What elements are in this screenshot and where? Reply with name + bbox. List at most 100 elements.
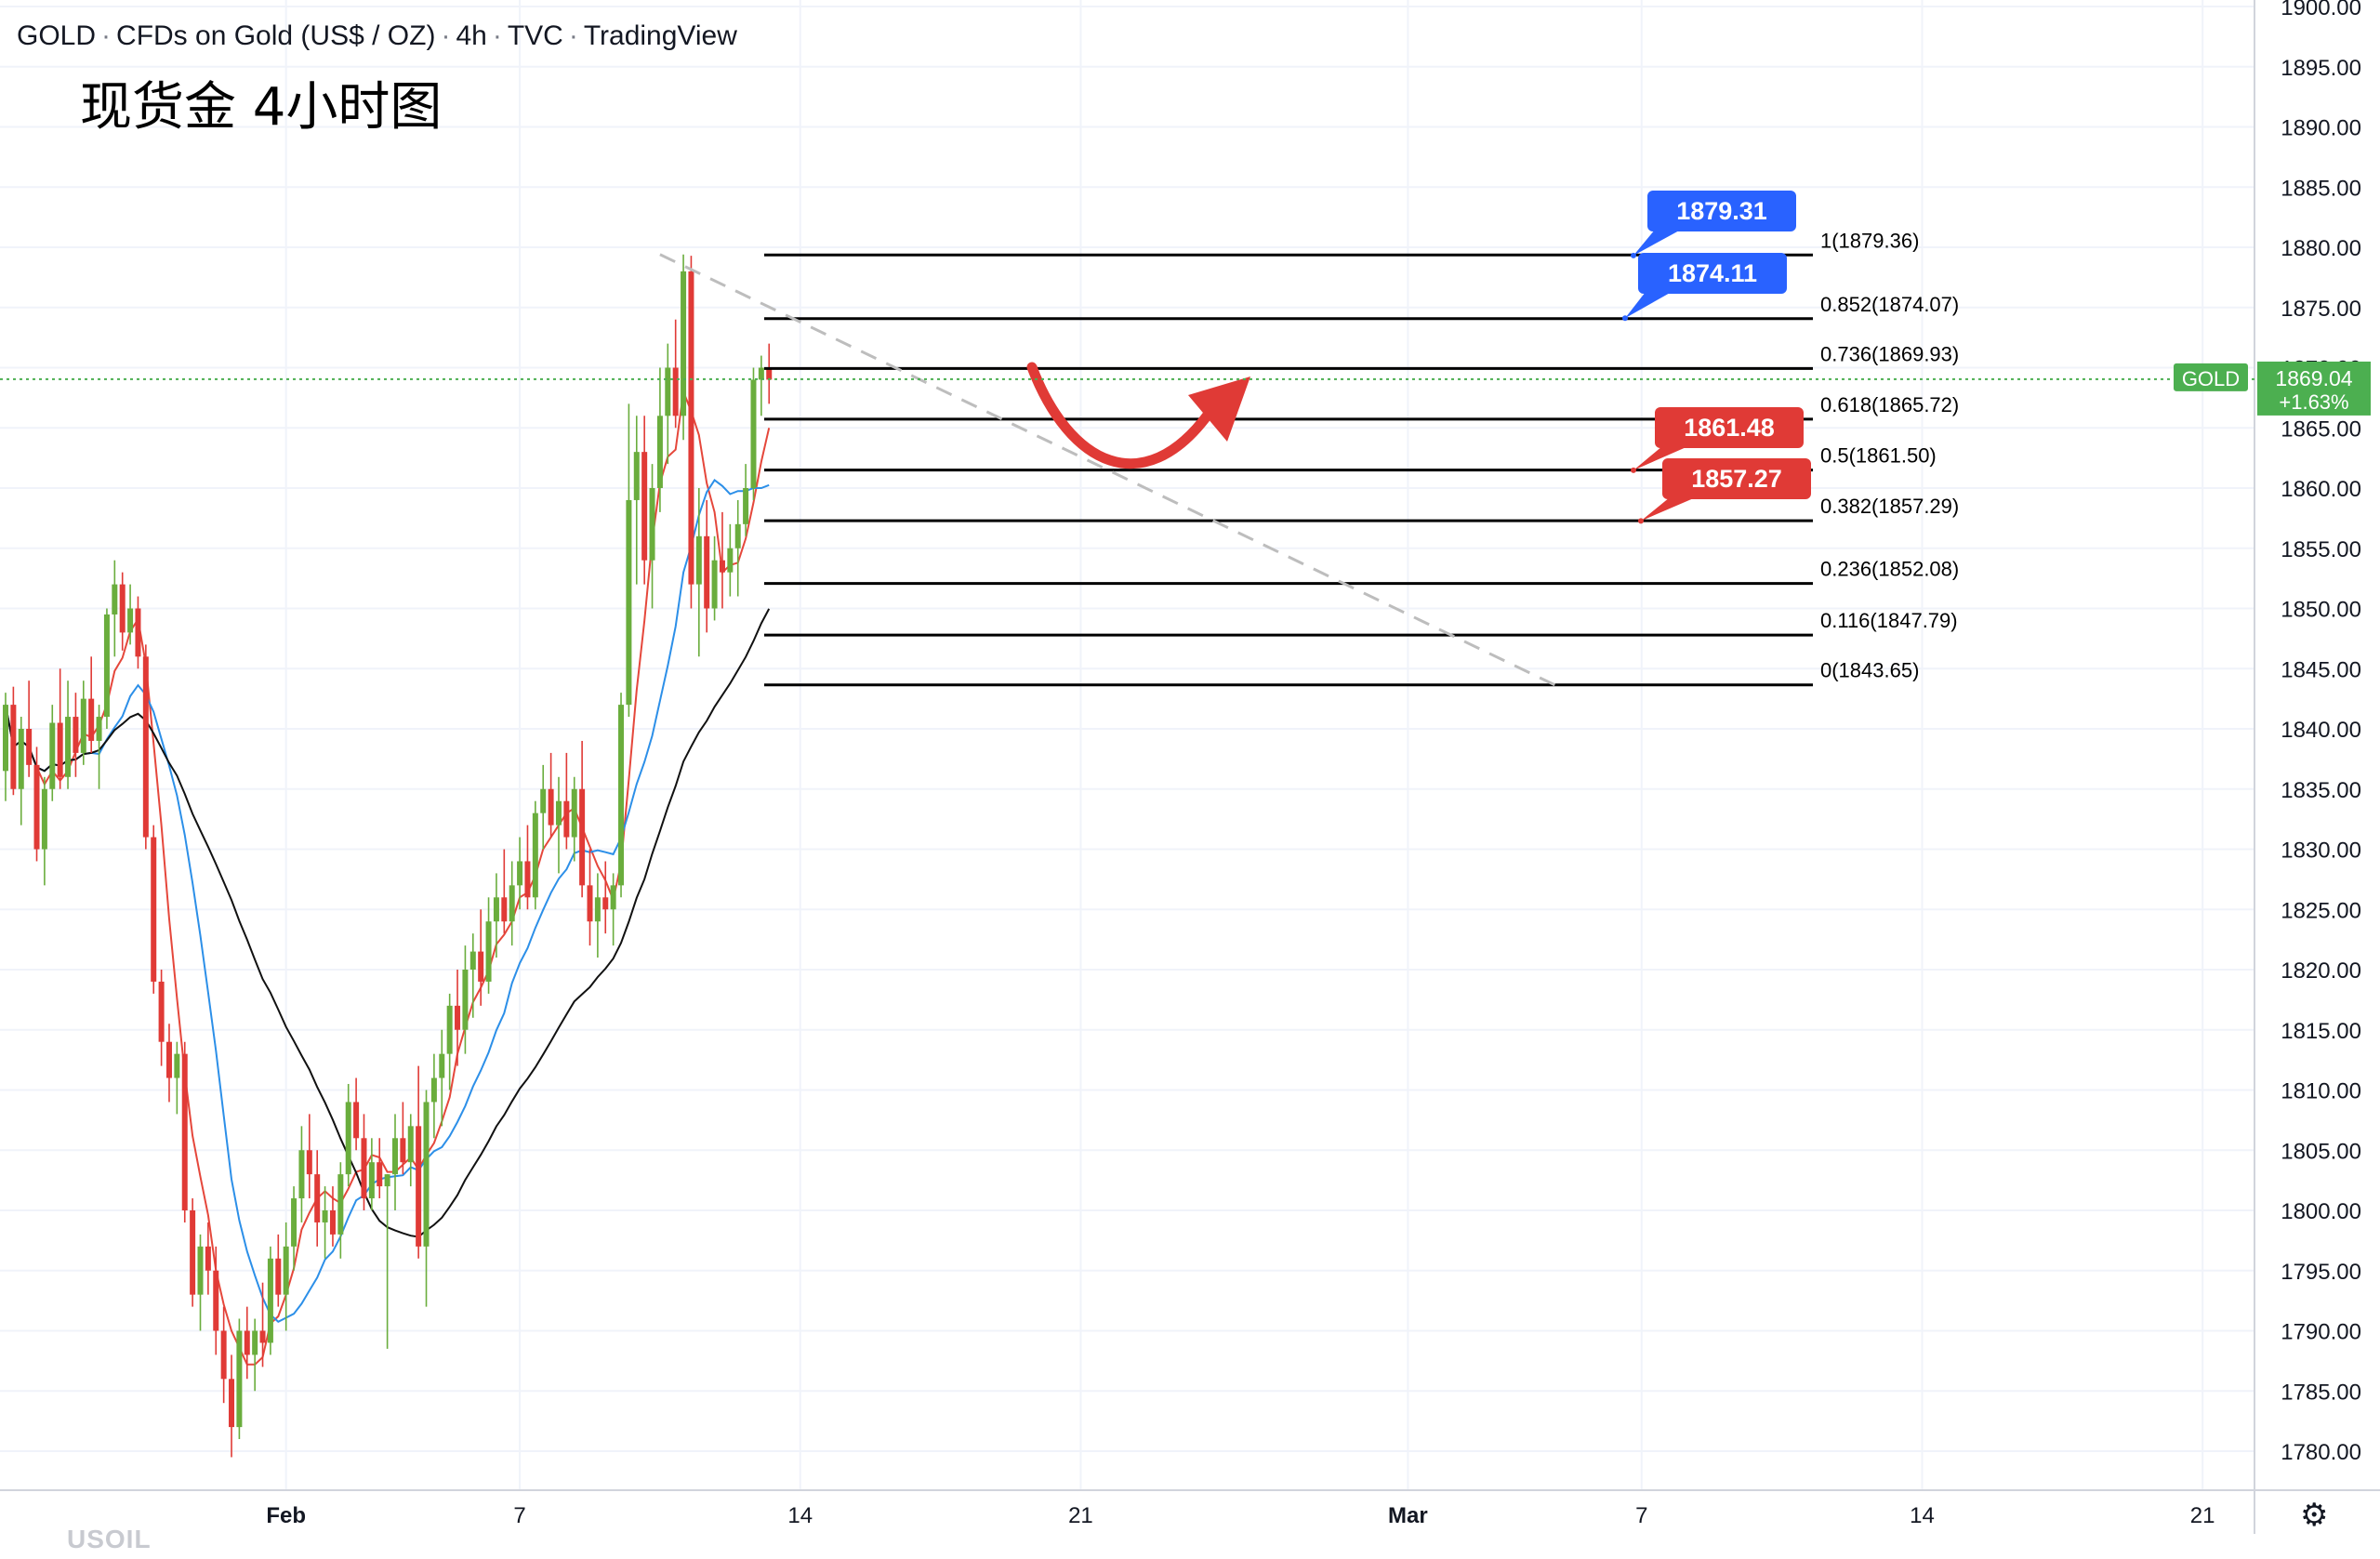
candle-body — [695, 535, 702, 585]
candle-body — [665, 367, 671, 416]
candle-body — [33, 764, 40, 850]
price-tick-label: 1790.00 — [2281, 1320, 2361, 1345]
candle-body — [579, 788, 586, 886]
candle-body — [517, 861, 523, 886]
price-tick-label: 1840.00 — [2281, 718, 2361, 743]
fib-level-label: 0.382(1857.29) — [1820, 495, 1959, 518]
price-tick-label: 1835.00 — [2281, 778, 2361, 803]
header-sep: · — [101, 20, 112, 51]
candle-body — [103, 614, 110, 718]
candle-body — [462, 970, 469, 1030]
fib-level-label: 1(1879.36) — [1820, 229, 1919, 252]
time-axis[interactable]: Feb71421Mar7142128 — [266, 1503, 2380, 1528]
time-tick-label: 7 — [513, 1503, 525, 1528]
watermark-text: USOIL — [67, 1525, 152, 1553]
candle-body — [540, 788, 547, 813]
candle-body — [252, 1330, 258, 1355]
callout-pointer — [1625, 292, 1672, 319]
time-tick-label: 14 — [1910, 1503, 1935, 1528]
candle-body — [181, 1053, 188, 1210]
candle-body — [165, 1041, 172, 1078]
price-tick-label: 1860.00 — [2281, 477, 2361, 502]
fibonacci-retracement[interactable]: 1(1879.36) 0.852(1874.07) 0.736(1869.93) 0.… — [764, 229, 1959, 687]
candle-body — [314, 1174, 321, 1222]
callout-anchor — [1622, 315, 1628, 322]
arrow-curve[interactable] — [1026, 362, 1214, 469]
time-tick-label: Mar — [1388, 1503, 1428, 1528]
candle-body — [587, 885, 593, 922]
candle-body — [766, 367, 773, 380]
fib-level-label: 0.736(1869.93) — [1820, 342, 1959, 365]
price-callouts[interactable]: 1879.31 1874.11 1861.48 1857.27 — [1622, 191, 1811, 524]
candle-body — [26, 729, 33, 765]
candle-body — [88, 698, 95, 741]
symbol-price-tag — [2174, 363, 2248, 391]
price-tick-label: 1800.00 — [2281, 1199, 2361, 1224]
price-tick-label: 1820.00 — [2281, 958, 2361, 984]
candle-body — [758, 367, 764, 380]
candle-body — [392, 1138, 398, 1175]
candle-body — [57, 722, 63, 777]
callout-label: 1857.27 — [1691, 465, 1782, 493]
interval-label[interactable]: 4h — [456, 20, 487, 51]
time-tick-label: Feb — [266, 1503, 306, 1528]
candle-body — [681, 271, 687, 416]
candle-body — [112, 584, 118, 614]
exchange-label: TVC — [507, 20, 563, 51]
candle-body — [80, 698, 86, 753]
symbol-description: CFDs on Gold (US$ / OZ) — [116, 20, 436, 51]
candle-body — [430, 1077, 437, 1103]
candle-body — [594, 897, 601, 922]
time-tick-label: 21 — [1068, 1503, 1093, 1528]
candle-body — [174, 1053, 180, 1078]
price-tick-label: 1785.00 — [2281, 1380, 2361, 1405]
candle-body — [49, 722, 56, 789]
fib-level-label: 0.618(1865.72) — [1820, 393, 1959, 416]
callout-box[interactable] — [1647, 191, 1796, 231]
candle-body — [618, 705, 625, 886]
candlesticks — [3, 254, 773, 1458]
candle-body — [455, 1005, 461, 1030]
candle-body — [73, 717, 79, 753]
candle-body — [377, 1162, 383, 1187]
price-tick-label: 1845.00 — [2281, 657, 2361, 682]
candle-body — [688, 271, 694, 585]
price-tick-label: 1780.00 — [2281, 1440, 2361, 1465]
candle-body — [229, 1379, 235, 1428]
candle-body — [345, 1102, 351, 1175]
candle-body — [267, 1258, 273, 1343]
candle-body — [711, 560, 718, 609]
price-tick-label: 1805.00 — [2281, 1139, 2361, 1164]
candle-body — [423, 1102, 430, 1247]
callout-box[interactable] — [1655, 407, 1804, 448]
current-price-label — [2257, 361, 2371, 416]
fib-level-label: 0.852(1874.07) — [1820, 293, 1959, 316]
candle-body — [151, 837, 157, 982]
candle-body — [283, 1246, 289, 1295]
chart-grid — [0, 0, 2254, 1490]
candle-body — [485, 921, 492, 982]
arrow-head[interactable] — [1188, 377, 1250, 442]
candle-body — [197, 1246, 204, 1295]
price-tick-label: 1855.00 — [2281, 537, 2361, 562]
candle-body — [142, 656, 149, 838]
candle-body — [446, 1005, 453, 1054]
plot-background — [0, 0, 2254, 1490]
candle-body — [501, 897, 508, 922]
candle-body — [493, 897, 499, 922]
candle-body — [656, 416, 663, 488]
candle-body — [734, 523, 741, 548]
rebound-arrow[interactable] — [1026, 362, 1250, 469]
candle-body — [407, 1126, 414, 1163]
symbol-price-tag-label: GOLD — [2182, 367, 2240, 390]
callout-box[interactable] — [1638, 253, 1787, 294]
candle-body — [361, 1138, 367, 1199]
candle-body — [127, 608, 134, 633]
gear-icon[interactable]: ⚙ — [2300, 1498, 2329, 1533]
callout-box[interactable] — [1662, 458, 1811, 499]
candle-body — [563, 800, 570, 838]
candle-body — [704, 535, 710, 609]
symbol-ticker[interactable]: GOLD — [17, 20, 97, 51]
